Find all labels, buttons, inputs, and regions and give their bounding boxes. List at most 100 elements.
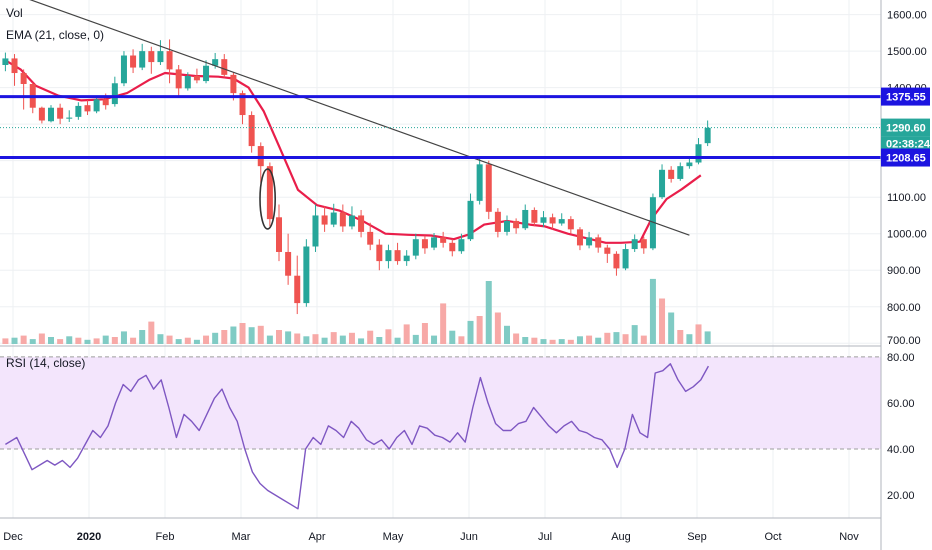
candle-body bbox=[704, 127, 711, 144]
volume-bar bbox=[604, 332, 611, 344]
rsi-axis-tick-label: 40.00 bbox=[887, 444, 915, 456]
volume-bar bbox=[421, 323, 428, 344]
volume-bar bbox=[403, 324, 410, 344]
candle bbox=[613, 251, 620, 276]
candle-body bbox=[203, 65, 210, 82]
candle bbox=[595, 234, 602, 253]
candle-body bbox=[385, 250, 392, 262]
volume-bar bbox=[504, 325, 510, 344]
candle-body bbox=[403, 255, 410, 262]
candle bbox=[668, 166, 675, 183]
candle bbox=[193, 68, 200, 84]
level-1375-badge-text: 1375.55 bbox=[886, 92, 926, 104]
candle bbox=[412, 233, 419, 260]
candle-body bbox=[266, 166, 273, 220]
volume-bar bbox=[166, 335, 173, 344]
candle bbox=[75, 102, 82, 120]
volume-bar bbox=[193, 339, 200, 344]
candle bbox=[175, 65, 182, 96]
candle-body bbox=[248, 115, 255, 147]
volume-bar bbox=[102, 335, 109, 344]
drawing-tools-layer bbox=[0, 0, 881, 236]
price-axis-tick-label: 1500.00 bbox=[887, 46, 927, 58]
candle bbox=[367, 222, 374, 251]
candle-body bbox=[148, 51, 155, 63]
candle bbox=[622, 243, 629, 271]
candle-body bbox=[504, 220, 510, 232]
candle-body bbox=[549, 217, 556, 224]
volume-bar bbox=[276, 330, 282, 344]
candle-body bbox=[294, 275, 301, 304]
rsi-legend: RSI (14, close) bbox=[6, 356, 86, 370]
candle-body bbox=[11, 58, 18, 74]
level-1375-badge: 1375.55 bbox=[881, 87, 930, 106]
volume-bar bbox=[75, 337, 82, 344]
candle-body bbox=[458, 239, 465, 252]
candle-body bbox=[595, 237, 602, 248]
candle bbox=[385, 244, 392, 269]
candle-body bbox=[48, 107, 54, 122]
volume-bar bbox=[285, 331, 292, 344]
candle-body bbox=[631, 239, 638, 250]
candle-body bbox=[440, 237, 447, 243]
candle-body bbox=[604, 247, 611, 254]
candle-body bbox=[576, 229, 583, 246]
candle bbox=[339, 204, 346, 232]
volume-bar bbox=[11, 337, 18, 344]
time-axis-tick-label: Dec bbox=[3, 531, 23, 543]
candle bbox=[704, 120, 711, 147]
candle bbox=[376, 239, 383, 271]
candle bbox=[321, 206, 328, 232]
volume-bar bbox=[212, 332, 219, 344]
volume-bar bbox=[567, 339, 574, 344]
volume-bar bbox=[330, 332, 337, 344]
candle bbox=[677, 162, 684, 181]
time-axis-tick-label: Apr bbox=[308, 531, 325, 543]
volume-bar bbox=[668, 312, 675, 344]
rsi-band bbox=[0, 356, 881, 449]
candle bbox=[449, 239, 456, 257]
candle bbox=[631, 234, 638, 252]
candle-body bbox=[130, 55, 137, 68]
countdown-badge-text: 02:38:24 bbox=[886, 139, 931, 151]
candle-body bbox=[312, 215, 319, 247]
candle bbox=[312, 204, 319, 252]
candle-body bbox=[221, 59, 228, 75]
candle bbox=[111, 76, 118, 107]
candle-body bbox=[367, 231, 374, 245]
candle-body bbox=[120, 55, 127, 84]
volume-bar bbox=[348, 332, 355, 344]
volume-bar bbox=[130, 337, 137, 344]
volume-bar bbox=[157, 334, 164, 344]
price-axis-tick-label: 800.00 bbox=[887, 302, 921, 314]
candle bbox=[659, 164, 666, 200]
volume-bar bbox=[576, 336, 583, 344]
candle-body bbox=[485, 164, 492, 212]
candle bbox=[130, 49, 137, 74]
volume-bar bbox=[649, 278, 656, 344]
volume-bar bbox=[467, 320, 474, 344]
volume-bar bbox=[513, 333, 520, 344]
volume-bar bbox=[203, 335, 210, 344]
volume-bar bbox=[321, 337, 328, 344]
time-axis-tick-label: Aug bbox=[611, 531, 631, 543]
time-axis-tick-label: Feb bbox=[156, 531, 175, 543]
candle bbox=[294, 255, 301, 315]
candle bbox=[48, 105, 54, 123]
volume-bar bbox=[613, 332, 620, 344]
volume-bar bbox=[175, 339, 182, 344]
rsi-axis-tick-label: 80.00 bbox=[887, 352, 915, 364]
candle bbox=[476, 157, 483, 205]
candle bbox=[285, 233, 292, 285]
candle bbox=[513, 218, 520, 234]
time-axis-tick-label: Mar bbox=[232, 531, 251, 543]
candle bbox=[604, 244, 611, 263]
volume-bar bbox=[431, 335, 438, 344]
candle bbox=[467, 193, 474, 242]
candle bbox=[266, 162, 273, 227]
candle bbox=[93, 96, 100, 114]
price-axis-tick-label: 900.00 bbox=[887, 265, 921, 277]
volume-bar bbox=[494, 312, 501, 344]
candle bbox=[494, 208, 501, 238]
